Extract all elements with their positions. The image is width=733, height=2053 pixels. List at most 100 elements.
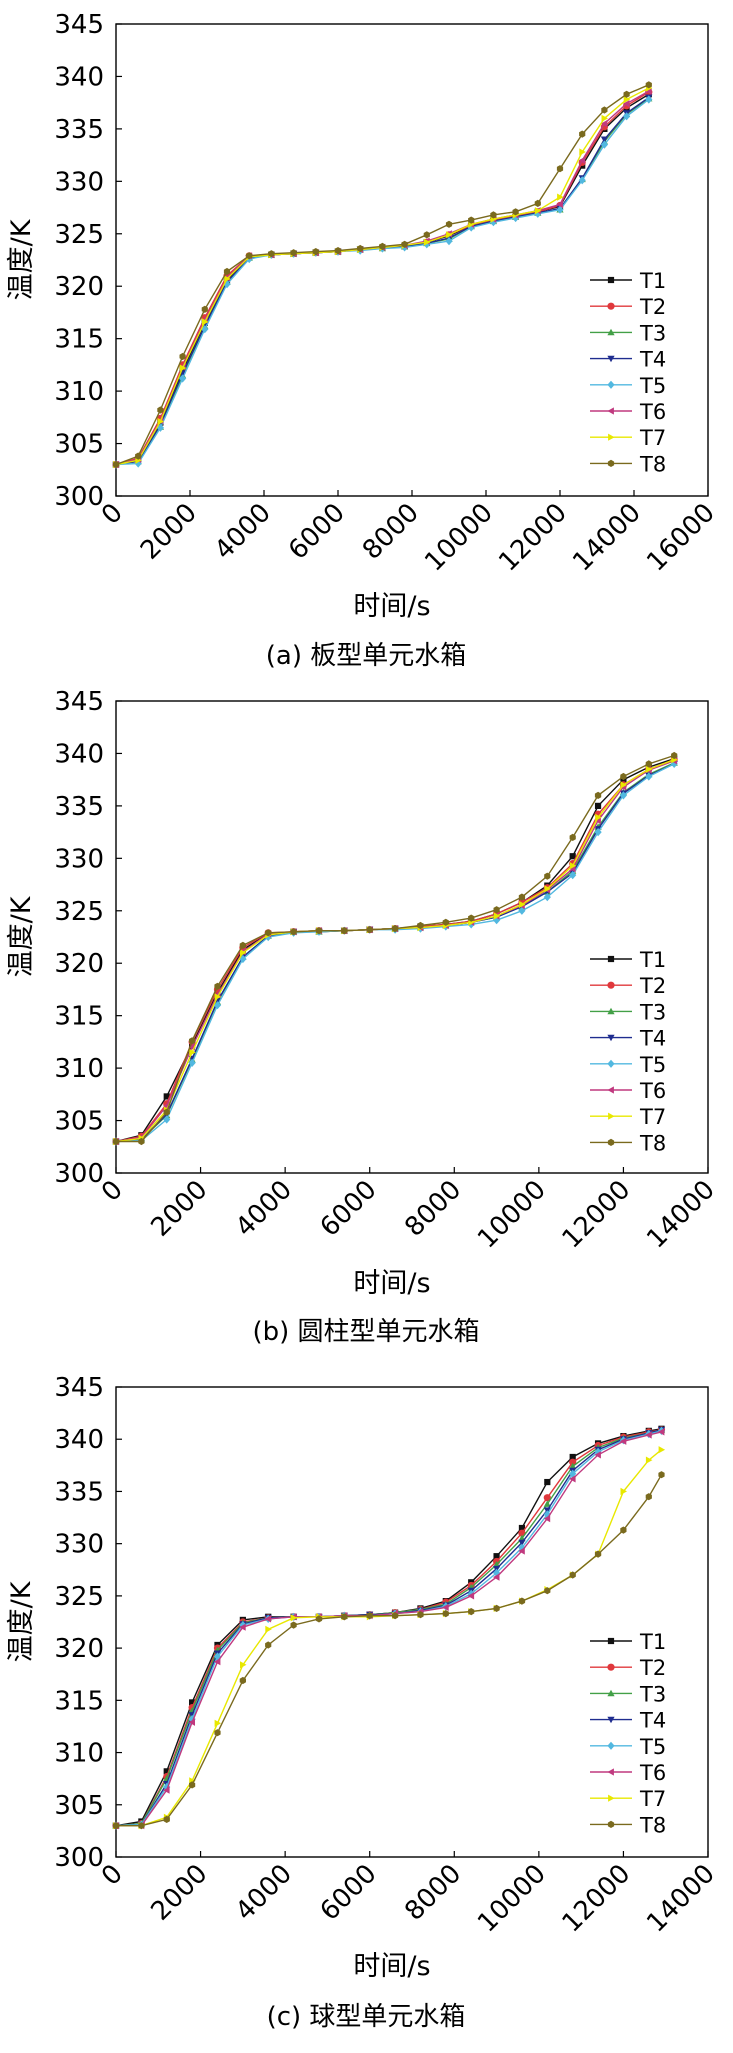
- chart-c-x-tick-label: 6000: [315, 1859, 383, 1927]
- chart-a-point-t8: [112, 460, 120, 469]
- chart-b-point-t6: [594, 817, 601, 825]
- chart-c-point-t1: [518, 1524, 526, 1532]
- chart-b-point-t8: [163, 1108, 170, 1116]
- chart-b-series-t6: [112, 757, 678, 1146]
- chart-c-y-tick-label: 320: [54, 1634, 104, 1664]
- chart-c-legend-marker-t8: [607, 1820, 615, 1828]
- chart-a-point-t5: [600, 140, 608, 149]
- chart-b-x-tick-label: 6000: [315, 1175, 383, 1243]
- chart-b-legend-marker-t1: [607, 955, 615, 963]
- chart-c-legend-marker-t3: [607, 1689, 615, 1697]
- chart-b-y-tick-label: 325: [54, 897, 104, 927]
- chart-c-point-t6: [239, 1623, 246, 1631]
- chart-a-point-t5: [623, 112, 631, 121]
- chart-b-point-t8: [468, 914, 475, 922]
- chart-b-point-t7: [595, 813, 602, 821]
- chart-a-x-tick-label: 16000: [641, 498, 721, 578]
- chart-a-series-line-t1: [115, 93, 650, 466]
- chart-c-point-t7: [620, 1487, 627, 1495]
- chart-c-point-t3: [543, 1500, 551, 1507]
- chart-b-point-t7: [569, 862, 577, 870]
- chart-b-point-t5: [493, 916, 501, 925]
- chart-a-series-line-t7: [115, 87, 650, 466]
- chart-a-y-tick-label: 340: [54, 62, 104, 92]
- chart-a-y-tick-label: 310: [54, 377, 104, 407]
- chart-b-x-tick-label: 14000: [641, 1175, 721, 1255]
- chart-c-point-t5: [569, 1469, 577, 1478]
- chart-a-point-t8: [623, 90, 630, 98]
- chart-a-point-t6: [600, 120, 608, 128]
- chart-a-x-axis-label: 时间/s: [353, 591, 430, 622]
- chart-a-point-t8: [579, 130, 586, 138]
- chart-a-point-t7: [157, 417, 164, 426]
- chart-b-point-t5: [213, 1001, 222, 1010]
- chart-a-series-line-t3: [115, 97, 650, 466]
- chart-a-y-tick-label: 305: [54, 430, 104, 460]
- chart-c-legend-label-t8: T8: [639, 1813, 666, 1837]
- chart-a-point-t8: [468, 216, 475, 224]
- chart-c-point-t6: [163, 1786, 170, 1794]
- chart-a-series-t2: [112, 88, 653, 469]
- chart-b-series-t5: [112, 759, 678, 1146]
- chart-b-point-t7: [519, 900, 526, 909]
- chart-a-point-t7: [423, 238, 431, 246]
- chart-a-point-t8: [534, 199, 541, 207]
- chart-b-series-line-t7: [115, 759, 675, 1143]
- chart-b-y-tick-label: 310: [54, 1054, 104, 1084]
- chart-a-point-t7: [179, 364, 187, 372]
- chart-b-point-t8: [239, 941, 246, 949]
- chart-a-point-t6: [556, 200, 563, 208]
- chart-c-point-t7: [290, 1614, 298, 1622]
- chart-a-point-t8: [601, 106, 608, 114]
- chart-c-point-t8: [112, 1822, 120, 1830]
- chart-a-point-t8: [135, 452, 142, 460]
- chart-c-point-t8: [493, 1604, 500, 1612]
- chart-b-point-t8: [189, 1037, 196, 1045]
- chart-a-point-t8: [312, 248, 319, 256]
- chart-c-point-t3: [493, 1561, 501, 1568]
- chart-a-legend-marker-t6: [607, 407, 614, 415]
- chart-a-series-line-t4: [115, 96, 650, 466]
- chart-a-point-t5: [578, 176, 586, 185]
- chart-c-point-t3: [569, 1462, 577, 1470]
- chart-c-point-t6: [213, 1658, 221, 1666]
- chart-c-series-t4: [112, 1426, 666, 1830]
- chart-a-series-line-t6: [115, 90, 650, 466]
- chart-b-legend-label-t7: T7: [639, 1105, 666, 1129]
- chart-a-x-tick-label: 6000: [283, 498, 351, 566]
- chart-a-point-t8: [445, 220, 453, 228]
- chart-c-series-t8: [112, 1471, 665, 1830]
- chart-c-y-tick-label: 315: [54, 1686, 104, 1716]
- chart-a-point-t7: [579, 148, 586, 156]
- chart-a-point-t5: [489, 218, 497, 227]
- chart-b-legend-marker-t2: [607, 981, 615, 989]
- chart-a-legend-label-t6: T6: [639, 400, 666, 424]
- chart-c-point-t8: [569, 1571, 576, 1579]
- chart-b-point-t8: [265, 929, 272, 937]
- chart-c-x-tick-label: 8000: [399, 1859, 467, 1927]
- chart-b-legend-marker-t6: [607, 1086, 614, 1094]
- chart-b-point-t8: [417, 921, 424, 930]
- chart-a-series-t1: [112, 91, 652, 468]
- chart-b-legend-label-t3: T3: [639, 1000, 666, 1024]
- chart-a-point-t8: [268, 250, 275, 258]
- chart-a-y-tick-label: 325: [54, 220, 104, 250]
- chart-a-point-t7: [534, 207, 542, 215]
- chart-a-x-tick-label: 12000: [493, 498, 573, 578]
- chart-a-legend-marker-t8: [607, 459, 615, 467]
- chart-a-point-t5: [223, 280, 231, 289]
- chart-b-legend-marker-t8: [607, 1138, 615, 1146]
- chart-c-point-t8: [265, 1641, 272, 1649]
- chart-b-point-t8: [341, 927, 348, 935]
- chart-c-point-t1: [569, 1453, 576, 1461]
- chart-c-point-t8: [468, 1608, 475, 1616]
- chart-b-point-t1: [594, 802, 602, 809]
- chart-a-legend-marker-t7: [608, 433, 615, 441]
- chart-a-point-t1: [179, 367, 186, 374]
- chart-c-point-t8: [392, 1612, 399, 1620]
- chart-b-point-t5: [619, 791, 627, 800]
- chart-b-point-t7: [493, 912, 501, 920]
- chart-b-point-t5: [163, 1115, 171, 1124]
- chart-c-legend-label-t4: T4: [639, 1709, 666, 1733]
- chart-c-legend-marker-t5: [607, 1741, 615, 1750]
